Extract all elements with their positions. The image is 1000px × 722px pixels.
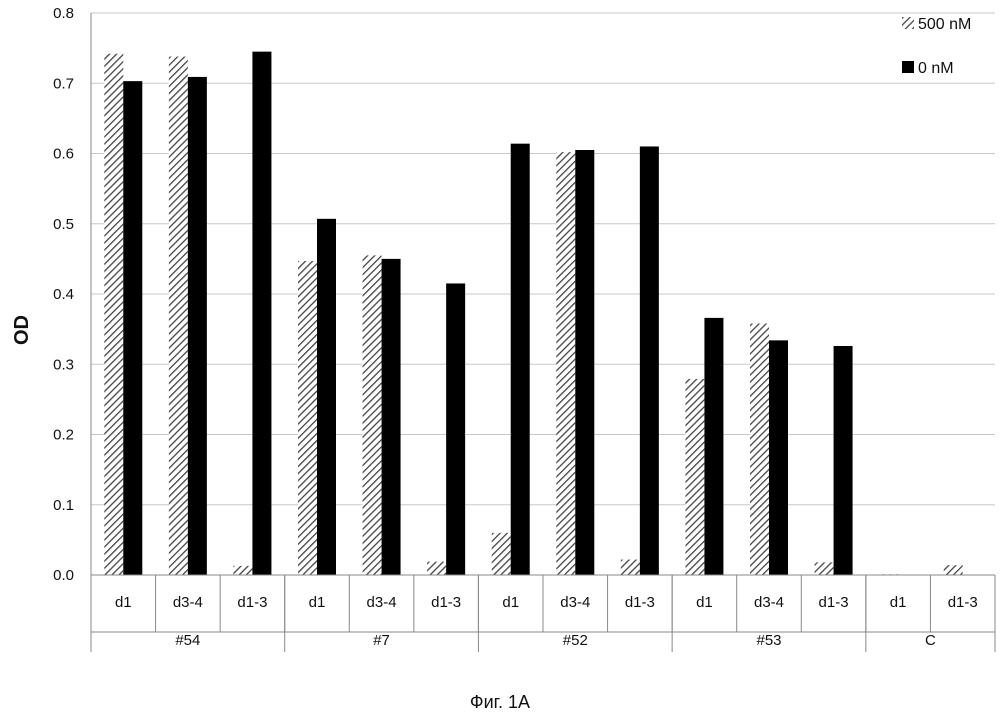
x-category-label: d3-4 (754, 594, 784, 611)
x-category-label: d1-3 (237, 594, 267, 611)
legend-swatch-0nm (902, 61, 914, 73)
y-tick-label: 0.6 (53, 146, 74, 163)
x-category-label: d1-3 (819, 594, 849, 611)
bar-0nm (446, 283, 465, 575)
bar-0nm (511, 144, 530, 575)
x-category-label: d3-4 (367, 594, 397, 611)
y-tick-label: 0.5 (53, 216, 74, 233)
y-tick-label: 0.8 (53, 5, 74, 22)
bar-500nm (363, 255, 382, 575)
bar-500nm (815, 562, 834, 575)
bar-500nm (104, 54, 123, 575)
x-group-label: #54 (175, 632, 200, 649)
bar-500nm (427, 562, 446, 575)
y-tick-label: 0.2 (53, 427, 74, 444)
x-category-label: d1 (309, 594, 326, 611)
y-axis-title: OD (11, 315, 33, 345)
bar-0nm (704, 318, 723, 575)
bar-500nm (750, 324, 769, 575)
bar-500nm (685, 379, 704, 575)
x-group-label: C (925, 632, 936, 649)
bar-0nm (575, 150, 594, 575)
y-tick-label: 0.7 (53, 75, 74, 92)
x-category-label: d3-4 (560, 594, 590, 611)
x-category-label: d1 (115, 594, 132, 611)
bar-0nm (123, 81, 142, 575)
y-tick-label: 0.4 (53, 286, 74, 303)
axes (91, 13, 995, 652)
bar-0nm (317, 219, 336, 575)
bar-500nm (169, 57, 188, 575)
x-category-label: d1 (502, 594, 519, 611)
bar-500nm (621, 560, 640, 575)
legend-label-0nm: 0 nM (918, 60, 954, 77)
bar-0nm (834, 346, 853, 575)
x-group-label: #53 (756, 632, 781, 649)
x-category-label: d1 (696, 594, 713, 611)
bar-500nm (492, 533, 511, 575)
bar-0nm (769, 340, 788, 575)
x-category-label: d3-4 (173, 594, 203, 611)
bar-0nm (382, 259, 401, 575)
y-tick-label: 0.0 (53, 567, 74, 584)
bar-500nm (944, 565, 963, 575)
bar-0nm (640, 146, 659, 575)
bar-500nm (233, 566, 252, 575)
bar-0nm (252, 52, 271, 575)
bar-500nm (298, 261, 317, 575)
legend: 500 nM 0 nM (902, 16, 971, 77)
bar-0nm (188, 77, 207, 575)
x-group-label: #7 (373, 632, 390, 649)
bars (104, 52, 962, 575)
legend-swatch-500nm (902, 17, 914, 29)
x-group-label: #52 (563, 632, 588, 649)
figure-caption: Фиг. 1A (0, 692, 1000, 713)
bar-500nm (556, 152, 575, 575)
y-tick-label: 0.1 (53, 497, 74, 514)
x-category-label: d1 (890, 594, 907, 611)
x-category-label: d1-3 (948, 594, 978, 611)
x-category-label: d1-3 (431, 594, 461, 611)
y-tick-label: 0.3 (53, 356, 74, 373)
x-category-label: d1-3 (625, 594, 655, 611)
legend-label-500nm: 500 nM (918, 16, 971, 33)
gridlines (91, 13, 995, 505)
